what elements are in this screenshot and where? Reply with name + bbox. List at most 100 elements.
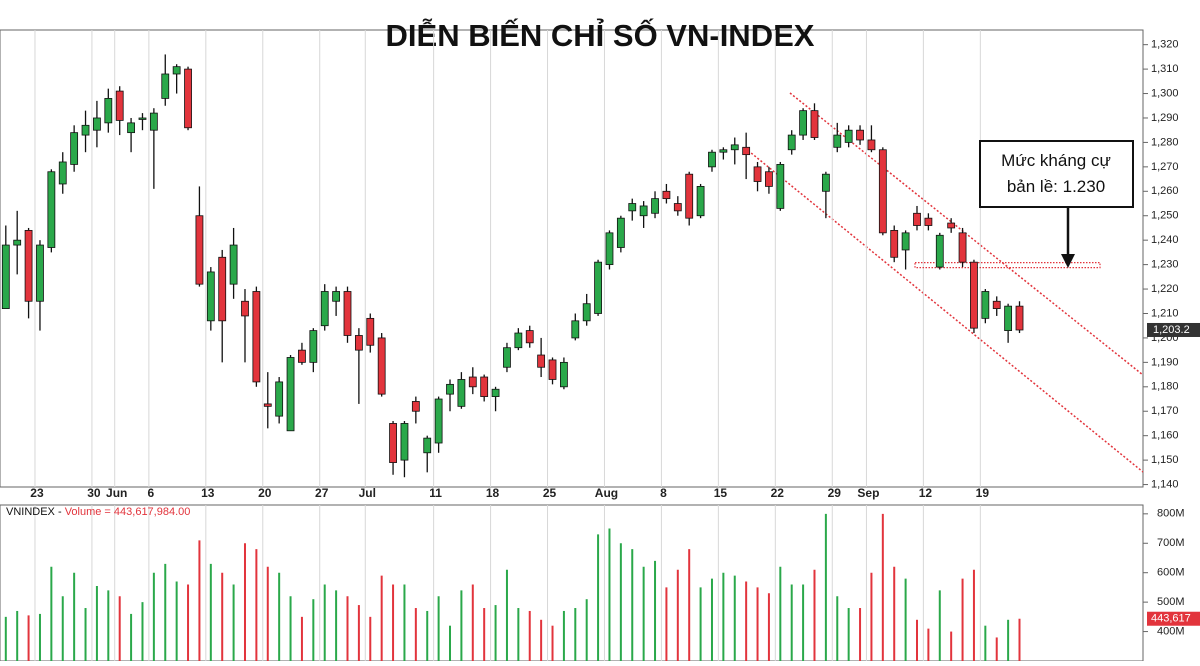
resistance-band bbox=[914, 262, 1101, 269]
candle-body bbox=[890, 229, 899, 258]
channel-upper bbox=[789, 92, 1144, 376]
chart-title: DIỄN BIẾN CHỈ SỐ VN-INDEX bbox=[386, 17, 815, 53]
channel-lower bbox=[744, 147, 1144, 473]
volume-tick-label: 600M bbox=[1157, 567, 1185, 579]
candle-body bbox=[503, 347, 511, 368]
candle-body bbox=[127, 122, 135, 134]
candle-body bbox=[115, 90, 124, 121]
price-panel bbox=[0, 29, 1144, 488]
candle-body bbox=[821, 173, 830, 192]
title-bg bbox=[0, 0, 1200, 28]
candle-body bbox=[571, 320, 580, 339]
x-tick-label: 19 bbox=[976, 486, 990, 500]
y-tick-label: 1,280 bbox=[1151, 136, 1179, 148]
candle-body bbox=[981, 291, 990, 319]
candle-body bbox=[229, 244, 238, 285]
candle-body bbox=[799, 110, 807, 136]
y-tick-label: 1,240 bbox=[1151, 234, 1179, 246]
y-tick-label: 1,290 bbox=[1151, 112, 1179, 124]
candle-body bbox=[149, 112, 158, 131]
candle-body bbox=[36, 244, 44, 302]
candle-body bbox=[913, 212, 921, 226]
candle-body bbox=[320, 291, 329, 327]
y-tick-label: 1,210 bbox=[1151, 307, 1179, 319]
x-tick-label: 20 bbox=[258, 486, 272, 500]
y-tick-label: 1,190 bbox=[1151, 356, 1179, 368]
candle-body bbox=[104, 98, 113, 124]
x-tick-label: Sep bbox=[857, 486, 879, 500]
candle-body bbox=[856, 129, 864, 141]
volume-tick-label: 700M bbox=[1157, 537, 1185, 549]
volume-panel bbox=[0, 504, 1144, 662]
last-volume-tag bbox=[1147, 611, 1200, 626]
candle-body bbox=[241, 300, 249, 317]
y-tick-label: 1,150 bbox=[1151, 454, 1179, 466]
y-tick-label: 1,160 bbox=[1151, 430, 1179, 442]
candle-body bbox=[1015, 305, 1024, 331]
candle-body bbox=[343, 291, 352, 336]
y-tick-label: 1,310 bbox=[1151, 63, 1179, 75]
candle-body bbox=[275, 381, 284, 417]
last-volume-label: 443,617 bbox=[1151, 613, 1191, 625]
candle-body bbox=[537, 354, 546, 368]
candle-body bbox=[332, 291, 341, 302]
candle-body bbox=[947, 222, 956, 229]
candle-body bbox=[354, 335, 363, 351]
candle-body bbox=[753, 166, 762, 182]
annotation-box bbox=[979, 140, 1134, 208]
y-tick-label: 1,270 bbox=[1151, 161, 1179, 173]
annotation-line: bản lề: 1.230 bbox=[1007, 177, 1105, 196]
volume-tick-label: 800M bbox=[1157, 508, 1185, 520]
volume-value: Volume = 443,617,984.00 bbox=[65, 506, 191, 518]
candle-body bbox=[93, 117, 101, 131]
candle-body bbox=[742, 146, 751, 156]
candle-body bbox=[867, 139, 876, 151]
x-tick-label: Jun bbox=[106, 486, 127, 500]
candle-body bbox=[765, 171, 773, 187]
candle-body bbox=[525, 330, 534, 344]
candle-body bbox=[70, 132, 79, 165]
volume-symbol: VNINDEX - bbox=[6, 506, 65, 518]
last-price-label: 1,203.2 bbox=[1153, 324, 1190, 336]
x-tick-label: 12 bbox=[919, 486, 933, 500]
candle-body bbox=[594, 261, 602, 314]
candle-body bbox=[935, 234, 944, 268]
candle-body bbox=[685, 173, 694, 219]
candle-body bbox=[548, 359, 557, 380]
candle-body bbox=[970, 261, 978, 329]
candle-body bbox=[1, 244, 10, 309]
candle-body bbox=[252, 291, 261, 383]
candle-body bbox=[719, 149, 728, 153]
x-tick-label: 6 bbox=[148, 486, 155, 500]
candle-body bbox=[457, 379, 466, 407]
y-tick-label: 1,250 bbox=[1151, 210, 1179, 222]
candle-body bbox=[58, 161, 67, 185]
candle-body bbox=[696, 186, 705, 217]
candle-body bbox=[366, 317, 375, 346]
x-tick-label: Aug bbox=[595, 486, 618, 500]
candle-body bbox=[605, 232, 614, 266]
candle-body bbox=[47, 171, 56, 248]
candle-body bbox=[24, 229, 33, 302]
x-tick-label: 22 bbox=[771, 486, 785, 500]
candle-body bbox=[708, 151, 716, 168]
candle-body bbox=[787, 134, 796, 151]
candle-body bbox=[628, 203, 637, 212]
candle-body bbox=[651, 198, 659, 214]
candle-body bbox=[468, 376, 477, 388]
candle-body bbox=[514, 332, 523, 349]
volume-tick-label: 500M bbox=[1157, 596, 1185, 608]
volume-tick-label: 400M bbox=[1157, 625, 1185, 637]
y-tick-label: 1,180 bbox=[1151, 381, 1179, 393]
candle-body bbox=[639, 205, 648, 217]
annotation-line: Mức kháng cự bbox=[1001, 151, 1111, 170]
candle-body bbox=[309, 330, 318, 363]
x-tick-label: Jul bbox=[359, 486, 376, 500]
candle-body bbox=[81, 124, 90, 136]
y-tick-label: 1,260 bbox=[1151, 185, 1179, 197]
x-tick-label: 18 bbox=[486, 486, 500, 500]
candle-body bbox=[730, 144, 739, 151]
candle-body bbox=[446, 383, 454, 395]
candle-body bbox=[184, 68, 192, 129]
candle-body bbox=[298, 349, 306, 363]
